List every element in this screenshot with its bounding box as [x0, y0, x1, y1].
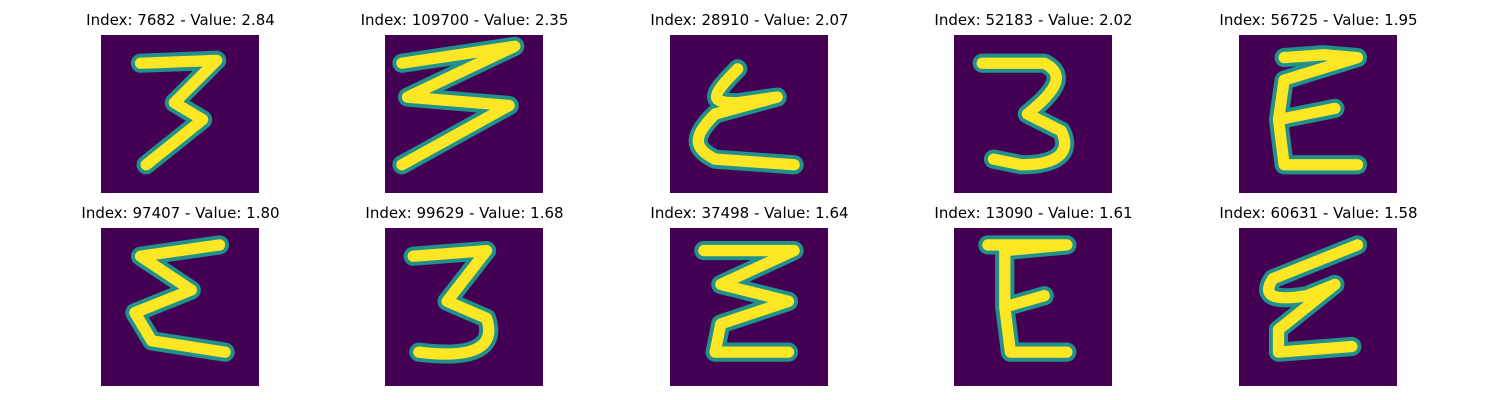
handwritten-glyph-image-8: [670, 228, 828, 386]
grid-panel-1: Index: 7682 - Value: 2.84: [38, 8, 323, 198]
handwritten-glyph-image-6: [101, 228, 259, 386]
grid-panel-8: Index: 37498 - Value: 1.64: [607, 201, 892, 391]
glyph-stroke-core: [396, 40, 521, 171]
glyph-stroke-core: [692, 63, 800, 171]
panel-title-6: Index: 97407 - Value: 1.80: [81, 204, 280, 222]
handwritten-glyph-image-3: [670, 35, 828, 193]
glyph-stroke-core: [982, 239, 1073, 358]
grid-panel-2: Index: 109700 - Value: 2.35: [322, 8, 607, 198]
glyph-stroke-core: [1263, 239, 1364, 358]
panel-title-4: Index: 52183 - Value: 2.02: [934, 11, 1133, 29]
glyph-stroke-core: [407, 244, 495, 360]
handwritten-glyph-image-9: [954, 228, 1112, 386]
grid-panel-9: Index: 13090 - Value: 1.61: [891, 201, 1176, 391]
panel-title-8: Index: 37498 - Value: 1.64: [650, 204, 849, 222]
handwritten-glyph-image-5: [1239, 35, 1397, 193]
panel-title-5: Index: 56725 - Value: 1.95: [1219, 11, 1418, 29]
grid-panel-3: Index: 28910 - Value: 2.07: [607, 8, 892, 198]
glyph-stroke-core: [129, 239, 231, 358]
grid-panel-6: Index: 97407 - Value: 1.80: [38, 201, 323, 391]
grid-panel-10: Index: 60631 - Value: 1.58: [1176, 201, 1461, 391]
panel-title-3: Index: 28910 - Value: 2.07: [650, 11, 849, 29]
glyph-stroke-core: [1272, 49, 1364, 171]
panel-title-1: Index: 7682 - Value: 2.84: [86, 11, 275, 29]
grid-panel-4: Index: 52183 - Value: 2.02: [891, 8, 1176, 198]
glyph-stroke-core: [698, 244, 800, 358]
panel-title-2: Index: 109700 - Value: 2.35: [360, 11, 569, 29]
glyph-stroke-core: [134, 54, 223, 171]
grid-panel-5: Index: 56725 - Value: 1.95: [1176, 8, 1461, 198]
handwritten-glyph-image-4: [954, 35, 1112, 193]
handwritten-glyph-image-10: [1239, 228, 1397, 386]
panel-title-10: Index: 60631 - Value: 1.58: [1219, 204, 1418, 222]
handwritten-glyph-image-2: [385, 35, 543, 193]
handwritten-glyph-image-1: [101, 35, 259, 193]
grid-panel-7: Index: 99629 - Value: 1.68: [322, 201, 607, 391]
glyph-stroke-core: [976, 57, 1071, 171]
panel-title-9: Index: 13090 - Value: 1.61: [934, 204, 1133, 222]
handwritten-glyph-image-7: [385, 228, 543, 386]
panel-title-7: Index: 99629 - Value: 1.68: [365, 204, 564, 222]
